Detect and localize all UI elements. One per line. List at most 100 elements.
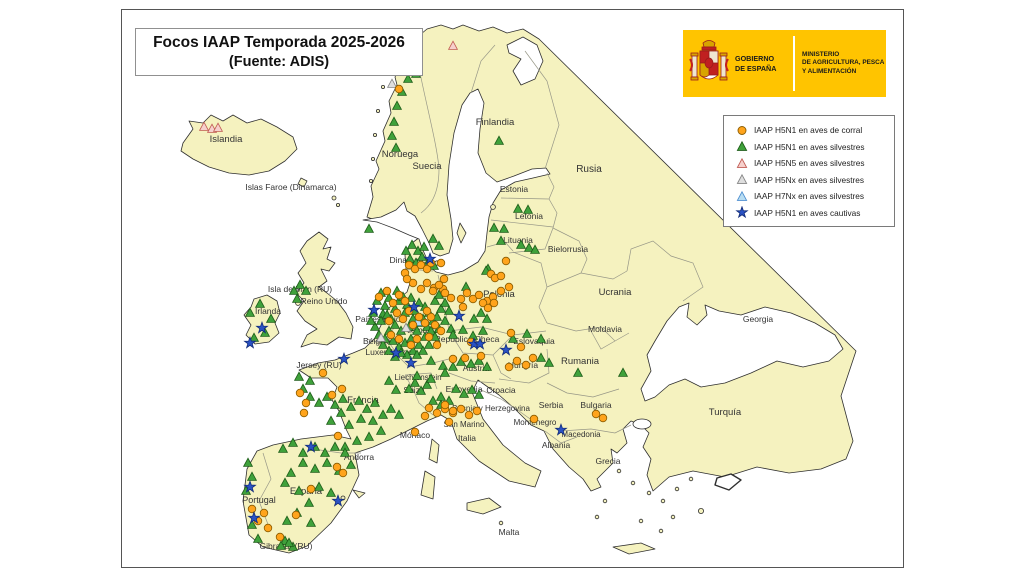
outbreak-marker-g — [393, 409, 405, 419]
outbreak-marker-g — [303, 497, 315, 507]
country-borders — [258, 40, 704, 528]
outbreak-marker-o — [504, 362, 514, 372]
outbreak-marker-o — [386, 330, 396, 340]
outbreak-marker-o — [420, 318, 430, 328]
outbreak-marker-s — [554, 423, 568, 436]
ireland-island — [243, 294, 281, 345]
outbreak-marker-g — [361, 403, 373, 413]
outbreak-marker-o — [410, 427, 420, 437]
malta-island — [498, 520, 504, 526]
outbreak-marker-y — [400, 322, 412, 332]
outbreak-marker-o — [462, 288, 472, 298]
outbreak-marker-g — [355, 413, 367, 423]
outbreak-marker-g — [411, 370, 423, 380]
outbreak-marker-g — [386, 130, 398, 140]
gotland — [456, 222, 467, 244]
outbreak-marker-o — [416, 284, 426, 294]
outbreak-marker-g — [481, 361, 493, 371]
country-label: Islandia — [210, 134, 243, 145]
outbreak-marker-g — [300, 285, 312, 295]
outbreak-marker-s — [304, 440, 318, 453]
outbreak-marker-g — [473, 355, 485, 365]
outbreak-marker-g — [411, 325, 423, 335]
outbreak-marker-o — [408, 320, 418, 330]
outbreak-marker-o — [529, 414, 539, 424]
outbreak-marker-g — [391, 100, 403, 110]
outbreak-marker-o — [275, 532, 285, 542]
outbreak-marker-g — [437, 360, 449, 370]
country-label: Moldavia — [588, 324, 622, 334]
outbreak-marker-o — [374, 292, 384, 302]
outbreak-marker-o — [394, 334, 404, 344]
country-label: Bosnia y Herzegovina — [452, 404, 530, 413]
outbreak-marker-g — [473, 389, 485, 399]
legend-row: IAAP H5N1 en aves cautivas — [730, 205, 888, 222]
outbreak-marker-o — [416, 260, 426, 270]
outbreak-marker-s — [367, 303, 381, 316]
outbreak-marker-o — [501, 256, 511, 266]
outbreak-marker-o — [382, 286, 392, 296]
outbreak-marker-o — [306, 484, 316, 494]
legend-label: IAAP H5N1 en aves cautivas — [754, 207, 861, 218]
country-label: Finlandia — [476, 117, 515, 128]
outbreak-marker-s — [243, 336, 257, 349]
outbreak-marker-o — [464, 410, 474, 420]
country-label: Georgia — [743, 314, 774, 324]
outbreak-marker-g — [297, 457, 309, 467]
outbreak-marker-g — [400, 245, 412, 255]
outbreak-marker-o — [318, 368, 328, 378]
outbreak-marker-o — [440, 288, 450, 298]
outbreak-marker-g — [427, 395, 439, 405]
outbreak-marker-g — [389, 319, 401, 329]
outbreak-marker-g — [375, 425, 387, 435]
outbreak-marker-y — [386, 78, 398, 88]
outbreak-marker-s — [337, 352, 351, 365]
outbreak-marker-g — [242, 457, 254, 467]
outbreak-marker-s — [423, 252, 437, 265]
outbreak-marker-o — [496, 271, 506, 281]
outbreak-marker-g — [369, 397, 381, 407]
white-sea — [506, 36, 544, 86]
country-label: Lituania — [503, 235, 533, 245]
outbreak-marker-p — [212, 122, 224, 132]
outbreak-marker-g — [498, 223, 510, 233]
outbreak-marker-o — [428, 286, 438, 296]
outbreak-marker-g — [375, 315, 387, 325]
outbreak-marker-o — [472, 406, 482, 416]
outbreak-marker-g — [288, 285, 300, 295]
outbreak-marker-o — [406, 340, 416, 350]
outbreak-marker-g — [507, 333, 519, 343]
outbreak-marker-g — [279, 477, 291, 487]
outbreak-marker-g — [423, 339, 435, 349]
outbreak-marker-g — [293, 485, 305, 495]
outbreak-marker-g — [246, 519, 258, 529]
outbreak-marker-g — [529, 244, 541, 254]
outbreak-marker-g — [363, 431, 375, 441]
outbreak-marker-g — [277, 443, 289, 453]
legend-row: IAAP H5Nx en aves silvestres — [730, 172, 888, 189]
country-label: Malta — [499, 527, 520, 537]
outbreak-marker-g — [304, 391, 316, 401]
outbreak-marker-g — [335, 407, 347, 417]
country-label: San Marino — [444, 420, 485, 429]
outbreak-marker-o — [408, 278, 418, 288]
crete — [612, 542, 656, 555]
outbreak-marker-g — [337, 393, 349, 403]
outbreak-marker-g — [425, 355, 437, 365]
map-title-box: Focos IAAP Temporada 2025-2026 (Fuente: … — [135, 28, 423, 76]
gobierno-line1: GOBIERNO — [735, 54, 775, 64]
outbreak-marker-g — [477, 325, 489, 335]
outbreak-marker-o — [432, 340, 442, 350]
country-label: Italia — [458, 433, 476, 443]
greek-islands — [594, 468, 705, 534]
outbreak-marker-g — [329, 441, 341, 451]
outbreak-marker-g — [450, 383, 462, 393]
outbreak-marker-o — [263, 523, 273, 533]
outbreak-marker-o — [332, 462, 342, 472]
outbreak-marker-o — [521, 360, 531, 370]
h5n1-poultry-icon — [730, 124, 754, 137]
outbreak-marker-g — [512, 203, 524, 213]
black-sea — [640, 302, 844, 402]
outbreak-marker-g — [313, 481, 325, 491]
outbreak-markers — [198, 40, 629, 551]
